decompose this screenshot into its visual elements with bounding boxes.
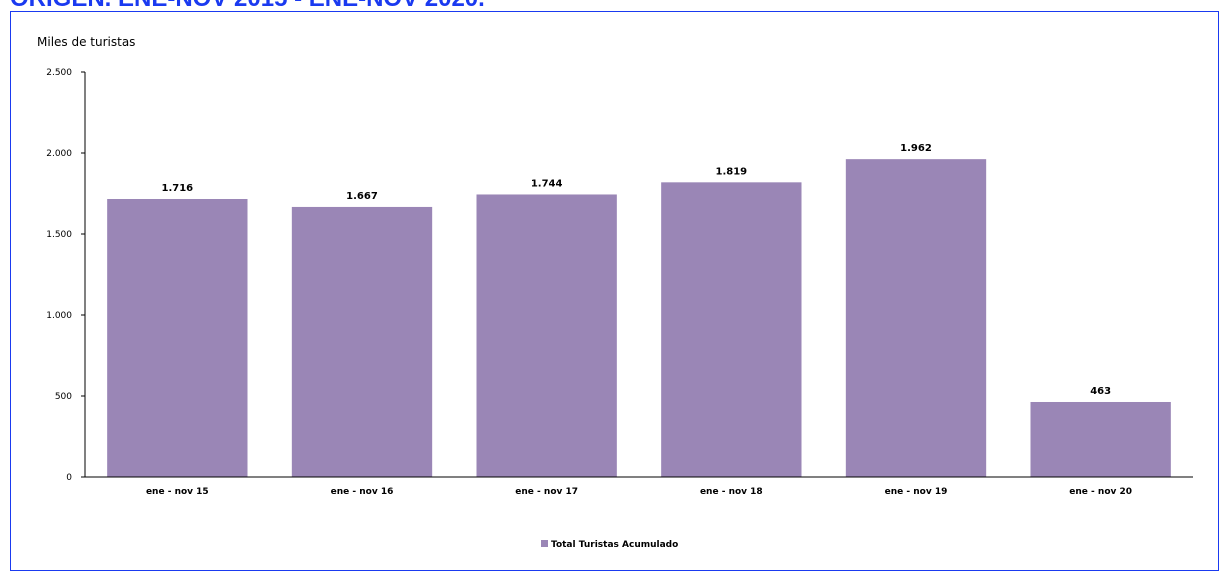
bar-value-label: 463: [1090, 386, 1111, 397]
bar-value-label: 1.962: [900, 143, 932, 154]
x-axis: ene - nov 15 ene - nov 16 ene - nov 17 ene …: [85, 476, 1193, 497]
y-tick-label: 2.500: [46, 68, 72, 78]
bar-value-label: 1.744: [531, 178, 563, 189]
legend-label: Total Turistas Acumulado: [551, 540, 678, 549]
bar: [107, 199, 248, 477]
legend: Total Turistas Acumulado: [541, 540, 678, 549]
bar: [661, 182, 802, 477]
bar-value-label: 1.716: [162, 183, 194, 194]
x-tick-label: ene - nov 19: [885, 487, 948, 497]
bar: [845, 159, 987, 477]
x-tick-label: ene - nov 15: [146, 487, 209, 497]
bars-group: [107, 159, 1171, 478]
bar: [291, 206, 433, 478]
y-tick-label: 500: [55, 392, 72, 402]
y-axis-title: Miles de turistas: [37, 35, 135, 49]
bar-value-label: 1.819: [716, 166, 748, 177]
bar-chart: Miles de turistas 0 500 1.000 1.500 2.000 2.5…: [37, 35, 1193, 549]
y-axis: 0 500 1.000 1.500 2.000 2.500: [46, 68, 86, 483]
y-tick-label: 1.500: [46, 230, 72, 240]
x-tick-label: ene - nov 20: [1069, 487, 1132, 497]
x-tick-label: ene - nov 18: [700, 487, 763, 497]
report-title-banner: ORIGEN. ENE-NOV 2015 - ENE-NOV 2020.: [10, 0, 485, 11]
legend-swatch: [541, 540, 548, 547]
bar-value-label: 1.667: [346, 191, 378, 202]
y-tick-label: 2.000: [46, 149, 72, 159]
y-tick-label: 1.000: [46, 311, 72, 321]
bar: [1030, 401, 1171, 477]
y-tick-label: 0: [66, 473, 72, 483]
data-labels: 1.716 1.667 1.744 1.819 1.962 463: [162, 143, 1112, 397]
bar: [476, 194, 617, 478]
x-tick-label: ene - nov 17: [515, 487, 578, 497]
x-tick-label: ene - nov 16: [331, 487, 394, 497]
